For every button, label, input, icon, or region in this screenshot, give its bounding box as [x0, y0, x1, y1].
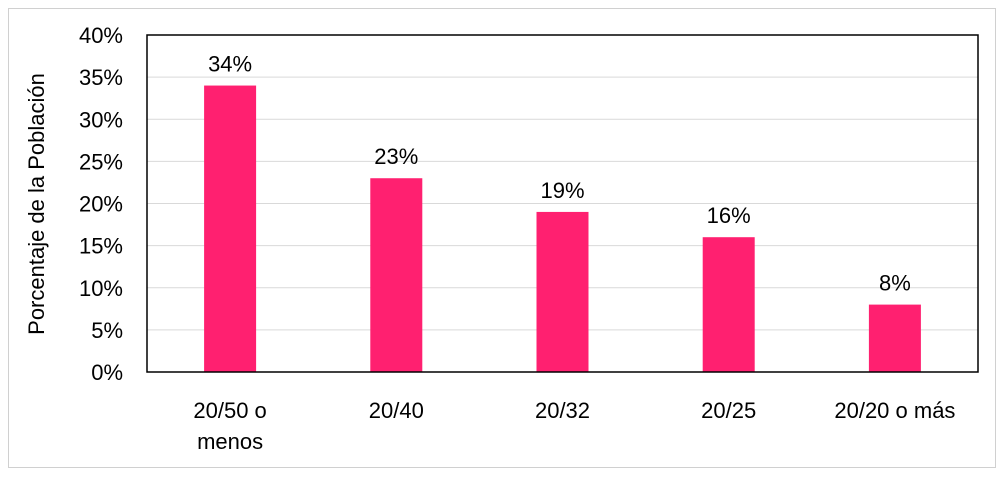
y-axis-label: Porcentaje de la Población: [24, 73, 49, 335]
y-tick-label: 40%: [79, 23, 123, 48]
y-tick-label: 10%: [79, 276, 123, 301]
y-tick-label: 35%: [79, 65, 123, 90]
bar: [868, 304, 921, 372]
data-label: 19%: [540, 178, 584, 203]
plot-border: [146, 34, 979, 373]
category-labels: 20/50 o menos 20/40 20/32 20/25 20/20 o más: [193, 398, 955, 454]
category-label: 20/25: [701, 398, 756, 423]
data-labels: 34% 23% 19% 16% 8%: [208, 52, 911, 296]
bar: [702, 237, 755, 372]
y-tick-label: 30%: [79, 107, 123, 132]
bar: [204, 85, 257, 373]
y-tick-label: 20%: [79, 192, 123, 217]
chart-frame: [8, 8, 996, 468]
y-tick-labels: 0% 5% 10% 15% 20% 25% 30% 35% 40%: [79, 23, 123, 385]
data-label: 23%: [374, 144, 418, 169]
axes: [146, 34, 979, 373]
category-label: 20/50 o: [193, 398, 266, 423]
bars: [204, 85, 921, 373]
category-label: menos: [197, 429, 263, 454]
data-label: 8%: [879, 271, 911, 296]
gridlines: [147, 34, 978, 331]
y-tick-label: 5%: [91, 318, 123, 343]
y-tick-label: 15%: [79, 234, 123, 259]
category-label: 20/40: [369, 398, 424, 423]
y-tick-label: 25%: [79, 149, 123, 174]
y-tick-label: 0%: [91, 360, 123, 385]
bar: [536, 211, 589, 372]
data-label: 16%: [707, 203, 751, 228]
category-label: 20/32: [535, 398, 590, 423]
category-label: 20/20 o más: [834, 398, 955, 423]
bar: [370, 178, 423, 372]
data-label: 34%: [208, 52, 252, 77]
